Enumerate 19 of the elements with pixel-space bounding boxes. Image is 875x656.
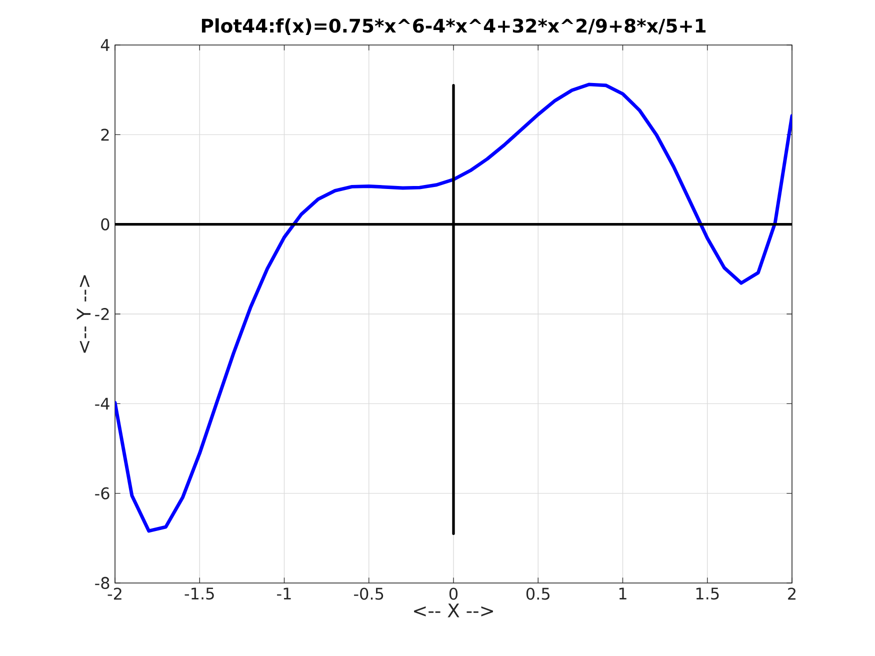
x-tick-label: -1	[277, 588, 291, 600]
chart-title: Plot44:f(x)=0.75*x^6-4*x^4+32*x^2/9+8*x/5+1	[202, 18, 706, 35]
y-tick-label: -2	[95, 308, 109, 320]
x-axis-title: <-- X -->	[414, 604, 493, 618]
x-tick-label: 1.5	[696, 588, 719, 600]
y-tick-label: 4	[100, 39, 110, 51]
y-tick-label: 2	[101, 128, 109, 141]
y-tick-label: -6	[95, 487, 110, 500]
x-tick-label: -1.5	[184, 588, 214, 600]
x-tick-label: -0.5	[354, 588, 384, 600]
line-series	[115, 82, 792, 533]
x-tick-label: 2	[788, 588, 796, 600]
x-tick-label: 1	[619, 588, 626, 600]
x-tick-label: 0	[449, 588, 458, 600]
y-tick-label: -4	[95, 398, 110, 410]
y-tick-label: 0	[101, 218, 110, 230]
y-tick-label: -8	[95, 576, 110, 590]
x-tick-label: 0.5	[526, 588, 550, 600]
y-axis-title: <-- Y -->	[76, 275, 91, 353]
